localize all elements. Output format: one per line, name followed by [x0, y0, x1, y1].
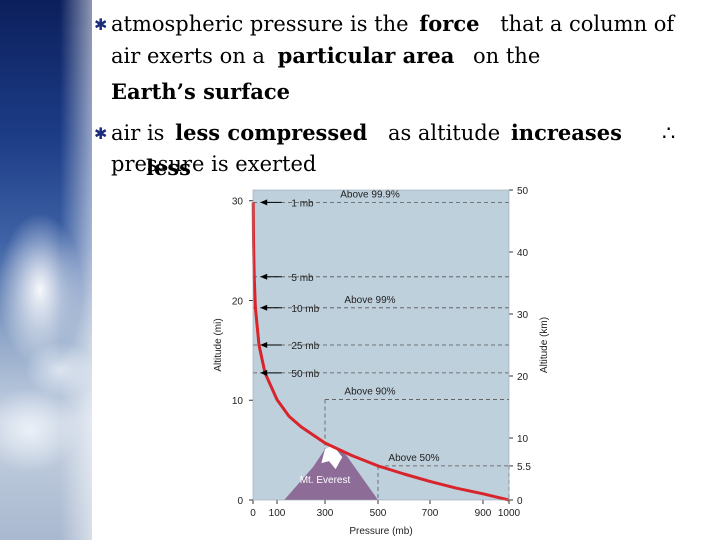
bullet-1-line-1: atmospheric pressure is the force that a… — [111, 11, 675, 37]
above-percent-label: Above 90% — [344, 387, 395, 398]
mountain-snowcap — [321, 445, 343, 470]
text: atmospheric pressure is the — [111, 12, 409, 36]
bullet-1-icon: ✱ — [94, 15, 108, 34]
text: air is — [111, 121, 165, 145]
emphasis-less-compressed: less compressed — [175, 120, 368, 145]
bullet-1-line-3: Earth’s surface — [111, 79, 291, 104]
x-tick-label: 300 — [317, 508, 334, 519]
pressure-label: 50 mb — [291, 369, 319, 380]
bullet-2-line-1: air is less compressed as altitude incre… — [111, 120, 622, 146]
bullet-2-icon: ✱ — [94, 124, 108, 143]
x-tick-label: 500 — [370, 508, 387, 519]
x-tick-label: 1000 — [498, 508, 521, 519]
y-right-tick-label: 40 — [517, 248, 529, 259]
emphasis-particular-area: particular area — [277, 43, 455, 68]
above-percent-label: Above 99% — [344, 295, 395, 306]
text: air exerts on a — [111, 44, 265, 68]
pressure-label: 1 mb — [291, 198, 314, 209]
above-percent-label: Above 50% — [388, 453, 439, 464]
pressure-arrow-head — [260, 304, 268, 311]
pressure-arrow-head — [260, 369, 268, 376]
y-right-tick-label: 5.5 — [517, 462, 531, 473]
mountain-shape — [284, 445, 378, 500]
y-left-axis-label: Altitude (mi) — [213, 318, 224, 371]
text: on the — [473, 44, 541, 68]
above-percent-label: Above 99.9% — [340, 189, 400, 200]
pressure-arrow-head — [260, 273, 268, 280]
y-left-tick-label: 10 — [232, 396, 244, 407]
therefore-symbol: ∴ — [662, 121, 676, 145]
y-right-axis-label: Altitude (km) — [539, 317, 550, 373]
y-right-tick-label: 30 — [517, 310, 529, 321]
pressure-arrow-head — [260, 342, 268, 348]
x-tick-label: 0 — [250, 508, 256, 519]
text: as altitude — [387, 121, 501, 145]
y-left-tick-label: 30 — [232, 197, 244, 208]
x-tick-label: 100 — [269, 508, 286, 519]
plot-border — [252, 189, 510, 501]
text: that a column of — [500, 12, 675, 36]
mountain-label: Mt. Everest — [300, 475, 351, 486]
x-axis-label: Pressure (mb) — [349, 526, 412, 537]
pressure-label: 10 mb — [291, 304, 319, 315]
pressure-label: 5 mb — [291, 273, 314, 284]
bullet-1-line-2: air exerts on a particular area on the — [111, 43, 541, 69]
emphasis-increases: increases — [510, 120, 622, 145]
pressure-arrow-head — [260, 199, 268, 206]
pressure-altitude-chart: Mt. Everest 1 mb 5 mb 10 mb 25 mb 50 mb Above … — [197, 180, 565, 540]
x-tick-label: 900 — [475, 508, 492, 519]
y-right-tick-label: 50 — [517, 186, 529, 197]
pressure-label: 25 mb — [291, 341, 319, 352]
emphasis-force: force — [419, 11, 480, 36]
photo-fade — [60, 0, 120, 540]
y-right-tick-label: 20 — [517, 372, 529, 383]
emphasis-less: less — [146, 155, 191, 180]
y-left-tick-label: 0 — [237, 496, 243, 507]
y-right-tick-label: 0 — [517, 496, 523, 507]
y-right-tick-label: 10 — [517, 434, 529, 445]
x-tick-label: 700 — [422, 508, 439, 519]
pressure-curve — [251, 202, 510, 502]
y-left-tick-label: 20 — [232, 296, 244, 307]
bullet-2-line-2: pressure is exerted — [111, 152, 317, 176]
